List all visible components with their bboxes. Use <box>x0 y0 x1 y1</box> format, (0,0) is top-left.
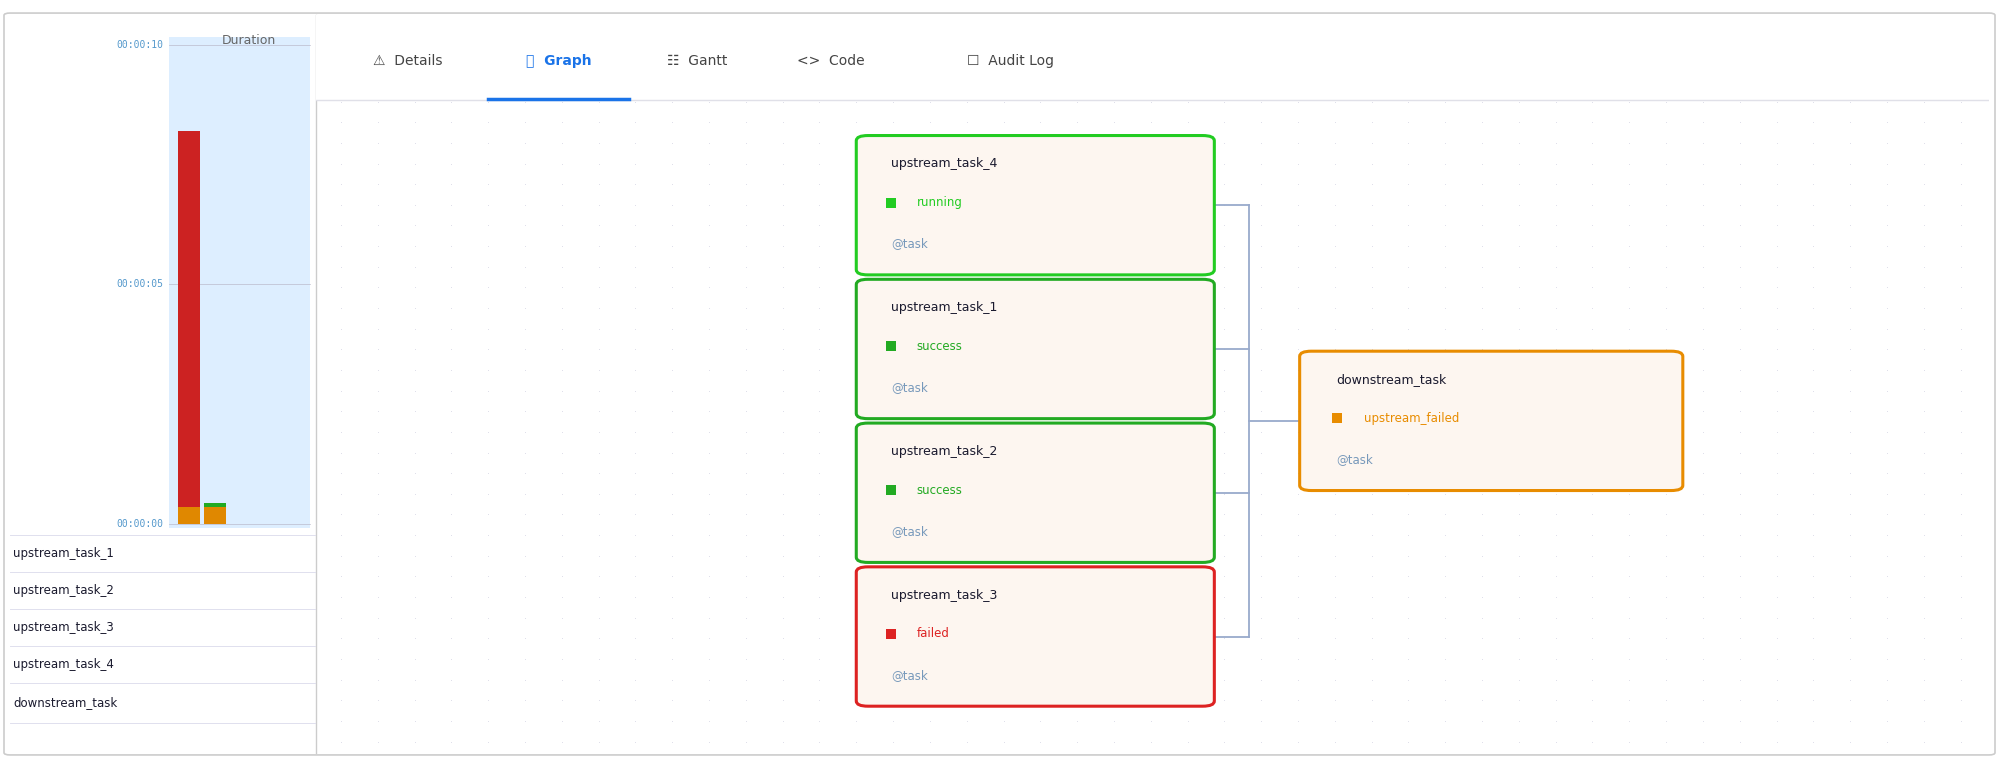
FancyBboxPatch shape <box>855 280 1213 419</box>
FancyBboxPatch shape <box>855 423 1213 562</box>
Text: @task: @task <box>891 381 927 394</box>
Text: upstream_task_1: upstream_task_1 <box>891 301 997 314</box>
Text: @task: @task <box>891 237 927 250</box>
FancyBboxPatch shape <box>855 135 1213 275</box>
Bar <box>316 15 1988 100</box>
Text: ⚠  Details: ⚠ Details <box>374 54 442 68</box>
Text: upstream_task_3: upstream_task_3 <box>14 621 114 634</box>
Text: 00:00:00: 00:00:00 <box>116 519 164 529</box>
Text: success: success <box>915 484 961 497</box>
Text: upstream_task_4: upstream_task_4 <box>14 657 114 670</box>
Text: running: running <box>915 196 961 209</box>
Bar <box>204 508 226 524</box>
Text: ☐  Audit Log: ☐ Audit Log <box>967 54 1053 68</box>
Text: <>  Code: <> Code <box>797 54 865 68</box>
Bar <box>204 508 226 524</box>
Text: 00:00:10: 00:00:10 <box>116 40 164 50</box>
FancyBboxPatch shape <box>855 567 1213 707</box>
FancyBboxPatch shape <box>1299 351 1682 491</box>
Text: success: success <box>915 340 961 353</box>
Bar <box>204 508 226 524</box>
Bar <box>178 131 200 524</box>
Text: upstream_task_3: upstream_task_3 <box>891 589 997 602</box>
Text: upstream_failed: upstream_failed <box>1363 412 1459 425</box>
Text: @task: @task <box>1337 453 1373 466</box>
Text: upstream_task_1: upstream_task_1 <box>14 547 114 560</box>
Text: upstream_task_2: upstream_task_2 <box>14 584 114 597</box>
Text: @task: @task <box>891 669 927 682</box>
Text: failed: failed <box>915 627 949 641</box>
Text: 00:00:05: 00:00:05 <box>116 280 164 290</box>
Bar <box>178 508 200 524</box>
Text: ⭡  Graph: ⭡ Graph <box>525 54 591 68</box>
Text: upstream_task_4: upstream_task_4 <box>891 157 997 170</box>
Text: upstream_task_2: upstream_task_2 <box>891 445 997 458</box>
Text: downstream_task: downstream_task <box>14 697 118 710</box>
Text: ☷  Gantt: ☷ Gantt <box>667 54 727 68</box>
Text: @task: @task <box>891 525 927 538</box>
Bar <box>178 508 200 524</box>
Bar <box>178 508 200 524</box>
Bar <box>204 508 226 524</box>
Text: Duration: Duration <box>222 34 276 47</box>
Bar <box>170 38 310 528</box>
Text: downstream_task: downstream_task <box>1337 373 1447 386</box>
Bar <box>178 508 200 524</box>
Bar <box>204 502 226 524</box>
